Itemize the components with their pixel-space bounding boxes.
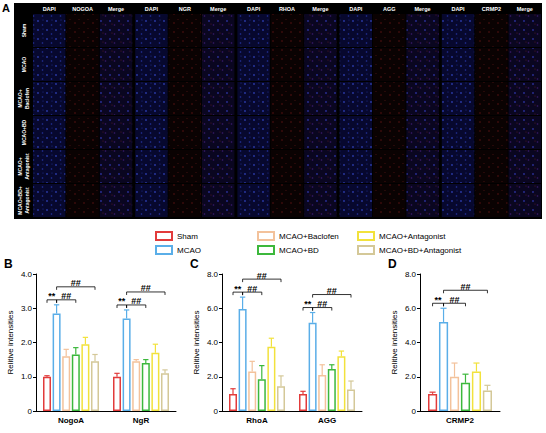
svg-text:DAPI: DAPI — [43, 6, 57, 12]
svg-text:##: ## — [317, 299, 327, 309]
svg-text:MCAO+Baclofen: MCAO+Baclofen — [279, 232, 339, 241]
svg-text:Merge: Merge — [517, 6, 533, 12]
svg-text:DAPI: DAPI — [451, 6, 465, 12]
svg-text:DAPI: DAPI — [247, 6, 261, 12]
svg-text:##: ## — [247, 284, 257, 294]
svg-text:DAPI: DAPI — [145, 6, 159, 12]
svg-text:Merge: Merge — [210, 6, 226, 12]
svg-text:MCAO+BD+: MCAO+BD+ — [17, 186, 23, 214]
svg-text:MCAO: MCAO — [21, 57, 27, 72]
svg-text:6.0: 6.0 — [207, 304, 219, 313]
svg-text:**: ** — [435, 295, 443, 305]
svg-text:MCAO+: MCAO+ — [17, 157, 23, 175]
svg-text:AGG: AGG — [318, 416, 336, 425]
svg-text:Sham: Sham — [21, 23, 27, 37]
svg-text:RHOA: RHOA — [279, 6, 295, 12]
svg-text:AGG: AGG — [383, 6, 396, 12]
svg-text:NgR: NgR — [133, 416, 150, 425]
svg-text:0: 0 — [412, 407, 417, 416]
svg-text:Antagonist: Antagonist — [24, 187, 30, 213]
svg-text:MCAO+BD: MCAO+BD — [21, 119, 27, 145]
svg-text:6.0: 6.0 — [405, 304, 417, 313]
svg-text:4.0: 4.0 — [207, 338, 219, 347]
svg-text:2.0: 2.0 — [405, 372, 417, 381]
svg-text:8.0: 8.0 — [405, 270, 417, 279]
svg-text:Baclofen: Baclofen — [24, 88, 30, 109]
svg-text:Merge: Merge — [414, 6, 430, 12]
svg-text:B: B — [4, 257, 13, 271]
svg-text:##: ## — [131, 296, 141, 306]
svg-text:2.0: 2.0 — [207, 372, 219, 381]
svg-text:MCAO+BD+Antagonist: MCAO+BD+Antagonist — [379, 246, 462, 255]
svg-text:MCAO: MCAO — [177, 246, 201, 255]
svg-text:0: 0 — [214, 407, 219, 416]
svg-text:1.0: 1.0 — [21, 372, 33, 381]
svg-text:##: ## — [450, 295, 460, 305]
svg-text:A: A — [2, 2, 10, 14]
svg-text:2.0: 2.0 — [21, 338, 33, 347]
svg-text:NGR: NGR — [179, 6, 191, 12]
svg-text:##: ## — [71, 278, 81, 288]
svg-text:D: D — [388, 257, 397, 271]
svg-text:3.0: 3.0 — [21, 304, 33, 313]
svg-text:C: C — [190, 257, 199, 271]
svg-text:RhoA: RhoA — [246, 416, 268, 425]
svg-text:4.0: 4.0 — [405, 338, 417, 347]
svg-text:##: ## — [257, 271, 267, 281]
svg-text:MCAO+Antagonist: MCAO+Antagonist — [379, 232, 446, 241]
svg-text:MCAO+BD: MCAO+BD — [279, 246, 319, 255]
svg-text:CRMP2: CRMP2 — [446, 416, 475, 425]
svg-text:**: ** — [118, 296, 126, 306]
svg-text:**: ** — [48, 291, 56, 301]
svg-text:Merge: Merge — [312, 6, 328, 12]
svg-text:Merge: Merge — [108, 6, 124, 12]
svg-text:**: ** — [304, 299, 312, 309]
svg-text:Sham: Sham — [177, 232, 198, 241]
svg-text:Relitive intensities: Relitive intensities — [6, 310, 15, 374]
svg-text:Relitive intensities: Relitive intensities — [390, 310, 399, 374]
svg-text:NogoA: NogoA — [58, 416, 84, 425]
svg-text:4.0: 4.0 — [21, 270, 33, 279]
svg-text:MCAO+: MCAO+ — [17, 89, 23, 107]
svg-text:DAPI: DAPI — [349, 6, 363, 12]
svg-text:##: ## — [327, 286, 337, 296]
svg-text:0: 0 — [28, 407, 33, 416]
svg-text:Relitive intensities: Relitive intensities — [192, 310, 201, 374]
svg-text:##: ## — [460, 282, 470, 292]
svg-text:##: ## — [141, 283, 151, 293]
svg-text:Antagonist: Antagonist — [24, 153, 30, 179]
svg-text:8.0: 8.0 — [207, 270, 219, 279]
svg-text:NOGOA: NOGOA — [72, 6, 93, 12]
svg-text:##: ## — [61, 291, 71, 301]
svg-text:CRMP2: CRMP2 — [482, 6, 501, 12]
svg-text:**: ** — [234, 284, 242, 294]
